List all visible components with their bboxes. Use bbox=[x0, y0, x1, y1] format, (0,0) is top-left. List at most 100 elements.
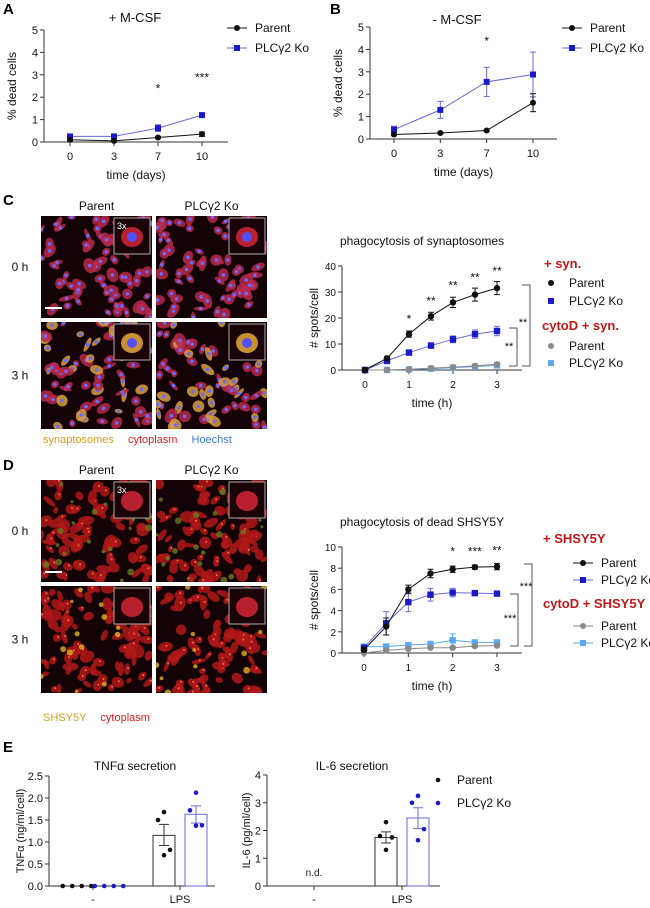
significance-label: *** bbox=[195, 71, 209, 85]
cell bbox=[236, 635, 249, 647]
data-point bbox=[92, 883, 98, 889]
speckle bbox=[77, 544, 80, 547]
cell bbox=[57, 590, 63, 602]
nucleus bbox=[134, 418, 139, 422]
cell bbox=[45, 533, 55, 546]
shsy5y-particle bbox=[216, 531, 223, 538]
nucleus bbox=[262, 391, 267, 395]
nucleus bbox=[190, 342, 195, 346]
cell bbox=[214, 634, 221, 642]
micrograph-c-1-1 bbox=[156, 322, 267, 429]
y-tick-label: 2.0 bbox=[28, 793, 43, 805]
data-point bbox=[193, 823, 199, 829]
data-point bbox=[405, 586, 412, 593]
nucleus bbox=[41, 256, 44, 260]
nucleus bbox=[209, 411, 213, 416]
cell bbox=[65, 504, 77, 515]
cell bbox=[207, 591, 220, 602]
speckle bbox=[61, 515, 64, 518]
micrograph-d-0-1 bbox=[156, 480, 267, 582]
data-point bbox=[493, 563, 501, 570]
legend-marker bbox=[548, 280, 554, 286]
y-tick-label: 0 bbox=[255, 881, 261, 893]
speckle bbox=[179, 601, 182, 604]
cell bbox=[82, 680, 92, 688]
nucleus bbox=[64, 273, 68, 278]
data-point bbox=[383, 847, 389, 853]
speckle bbox=[220, 523, 223, 526]
cell bbox=[209, 570, 222, 582]
speckle bbox=[247, 548, 250, 551]
nucleus bbox=[104, 237, 109, 242]
cell bbox=[137, 622, 150, 635]
cell bbox=[48, 588, 56, 596]
shsy5y-particle bbox=[114, 631, 121, 638]
nucleus bbox=[178, 338, 183, 343]
speckle bbox=[91, 586, 94, 589]
shsy5y-particle bbox=[240, 529, 246, 535]
x-tick-label: 3 bbox=[111, 151, 117, 163]
shsy5y-particle bbox=[193, 664, 198, 669]
shsy5y-particle bbox=[66, 649, 74, 656]
nucleus bbox=[223, 219, 228, 224]
nucleus bbox=[109, 288, 114, 293]
inset-nucleus bbox=[242, 232, 252, 242]
speckle bbox=[173, 508, 176, 511]
speckle bbox=[205, 540, 208, 543]
y-tick-label: 8 bbox=[330, 564, 336, 575]
shsy5y-particle bbox=[164, 689, 172, 693]
shsy5y-particle bbox=[174, 517, 182, 525]
data-point bbox=[471, 330, 479, 338]
cell bbox=[191, 658, 207, 664]
data-point bbox=[391, 131, 397, 138]
nucleus bbox=[85, 233, 90, 238]
nucleus bbox=[128, 281, 132, 286]
chart-title: phagocytosis of synaptosomes bbox=[340, 234, 504, 248]
cell bbox=[159, 514, 172, 523]
nucleus bbox=[159, 272, 164, 276]
nucleus bbox=[74, 361, 78, 366]
nucleus bbox=[148, 315, 152, 318]
shsy5y-particle bbox=[131, 517, 136, 522]
nucleus bbox=[76, 288, 80, 292]
y-tick-label: 3 bbox=[255, 798, 261, 810]
nucleus bbox=[219, 322, 224, 325]
cell bbox=[156, 511, 166, 519]
speckle bbox=[111, 685, 114, 688]
speckle bbox=[109, 553, 112, 556]
cell bbox=[58, 545, 71, 557]
significance-label: *** bbox=[504, 613, 518, 625]
cell bbox=[216, 590, 231, 598]
cell bbox=[41, 530, 45, 542]
speckle bbox=[194, 560, 197, 563]
nucleus bbox=[77, 281, 81, 286]
data-point bbox=[167, 847, 173, 853]
series-line bbox=[393, 102, 534, 136]
nucleus bbox=[47, 242, 52, 246]
nucleus bbox=[165, 366, 170, 371]
legend-marker bbox=[580, 577, 586, 583]
data-point bbox=[427, 342, 435, 349]
series-line bbox=[363, 566, 498, 651]
y-tick-label: 0 bbox=[330, 366, 336, 377]
speckle bbox=[197, 485, 200, 488]
shsy5y-particle bbox=[156, 662, 160, 668]
significance-label: ** bbox=[492, 543, 502, 557]
shsy5y-particle bbox=[98, 602, 104, 608]
nucleus bbox=[52, 264, 56, 268]
cell bbox=[136, 522, 147, 532]
cell bbox=[126, 639, 140, 650]
nucleus bbox=[125, 292, 130, 296]
nucleus bbox=[137, 271, 142, 275]
y-tick-label: 10 bbox=[325, 543, 337, 554]
legend-label: PLCγ2 Ko bbox=[590, 41, 644, 55]
nucleus bbox=[139, 387, 144, 392]
nucleus bbox=[95, 226, 100, 231]
nucleus bbox=[129, 322, 133, 324]
x-tick-label: - bbox=[312, 894, 316, 906]
cell bbox=[198, 480, 214, 488]
data-point bbox=[79, 883, 85, 889]
legend-marker bbox=[548, 360, 554, 366]
nucleus bbox=[173, 423, 178, 427]
nucleus bbox=[88, 356, 92, 361]
